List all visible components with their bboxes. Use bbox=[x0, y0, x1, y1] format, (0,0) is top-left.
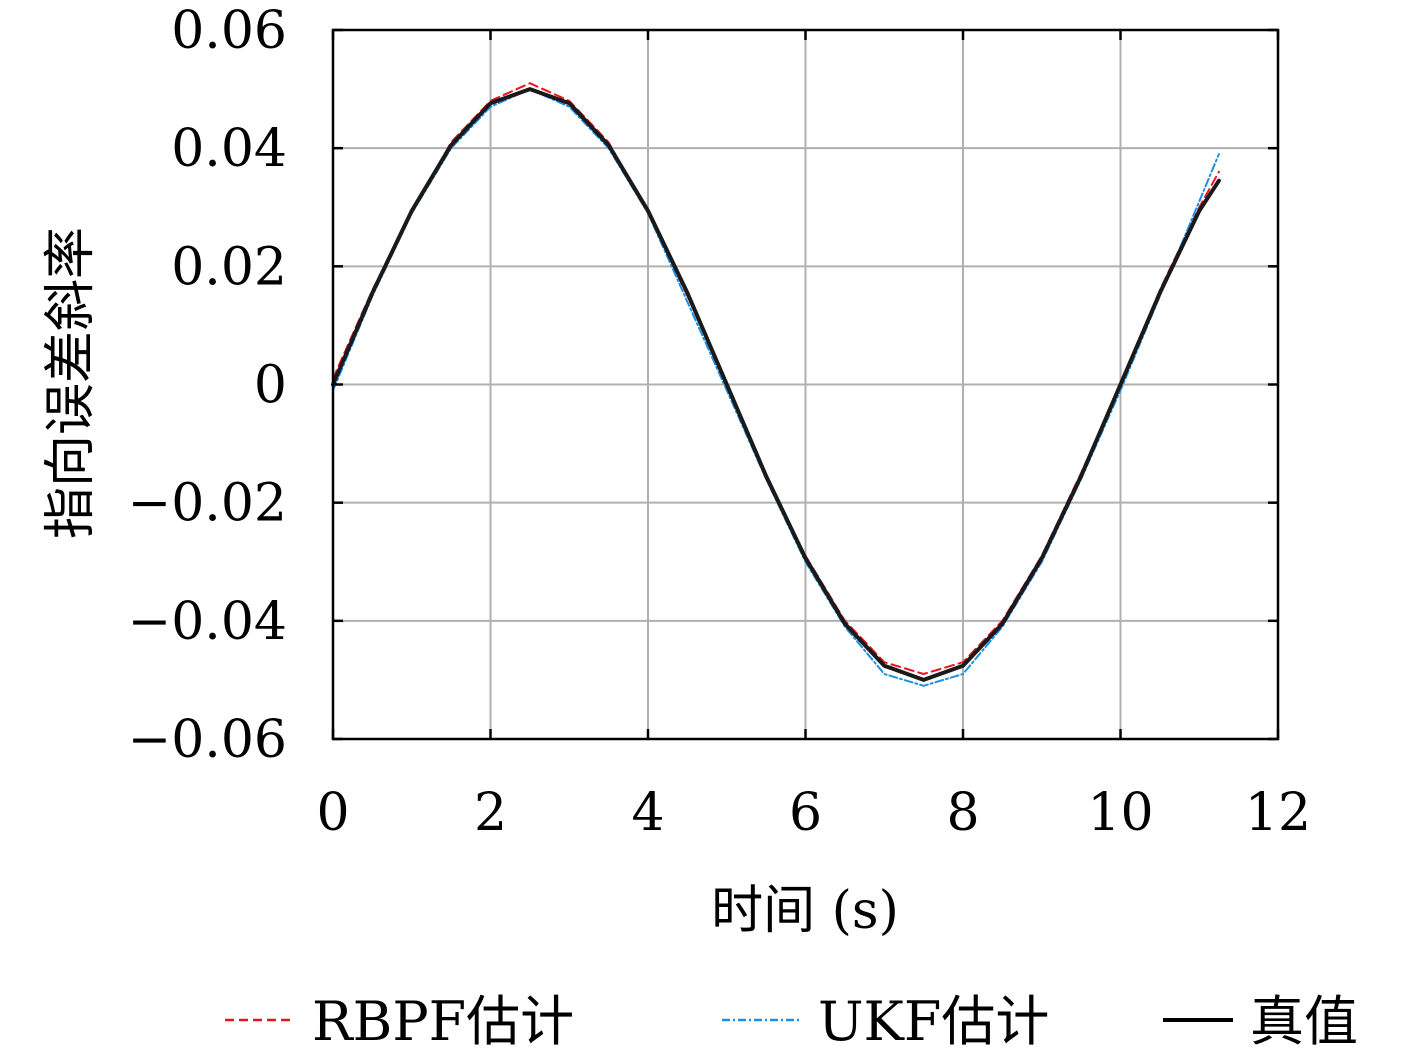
series-line-2 bbox=[331, 87, 1221, 682]
series-line-0 bbox=[332, 82, 1220, 675]
series-layer bbox=[331, 82, 1221, 687]
legend: RBPF估计 UKF估计 真值 bbox=[225, 990, 1358, 1053]
grid bbox=[332, 29, 1279, 740]
x-tick-label: 8 bbox=[946, 783, 979, 843]
x-tick-label: 4 bbox=[631, 783, 664, 843]
x-axis-label: 时间 (s) bbox=[711, 881, 899, 941]
y-tick-label: 0.02 bbox=[171, 237, 287, 297]
legend-label-rbpf: RBPF估计 bbox=[312, 990, 574, 1053]
y-tick-label: 0.06 bbox=[171, 1, 287, 61]
x-tick-label: 12 bbox=[1245, 783, 1311, 843]
x-tick-label: 10 bbox=[1087, 783, 1153, 843]
x-tick-labels: 0 2 4 6 8 10 12 bbox=[316, 783, 1311, 843]
x-tick-label: 0 bbox=[316, 783, 349, 843]
y-tick-labels: 0.06 0.04 0.02 0 −0.02 −0.04 −0.06 bbox=[128, 1, 287, 770]
axis-ticks bbox=[331, 28, 1280, 741]
y-tick-label: 0 bbox=[254, 356, 287, 416]
y-tick-label: −0.04 bbox=[128, 592, 287, 652]
x-tick-label: 2 bbox=[474, 783, 507, 843]
series-line-1 bbox=[332, 88, 1220, 687]
y-tick-label: −0.02 bbox=[128, 474, 287, 534]
y-tick-label: −0.06 bbox=[128, 710, 287, 770]
y-axis-label: 指向误差斜率 bbox=[41, 227, 101, 539]
legend-label-truth: 真值 bbox=[1250, 990, 1358, 1053]
x-tick-label: 6 bbox=[789, 783, 822, 843]
legend-label-ukf: UKF估计 bbox=[818, 990, 1049, 1053]
y-tick-label: 0.04 bbox=[171, 119, 287, 179]
